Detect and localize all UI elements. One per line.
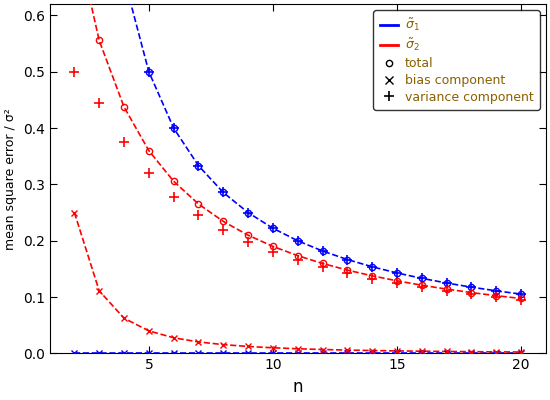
- X-axis label: n: n: [293, 378, 303, 396]
- Y-axis label: mean square error / σ²: mean square error / σ²: [4, 108, 17, 250]
- Legend: $\tilde{\sigma}_1$, $\tilde{\sigma}_2$, total, bias component, variance componen: $\tilde{\sigma}_1$, $\tilde{\sigma}_2$, …: [373, 10, 540, 110]
